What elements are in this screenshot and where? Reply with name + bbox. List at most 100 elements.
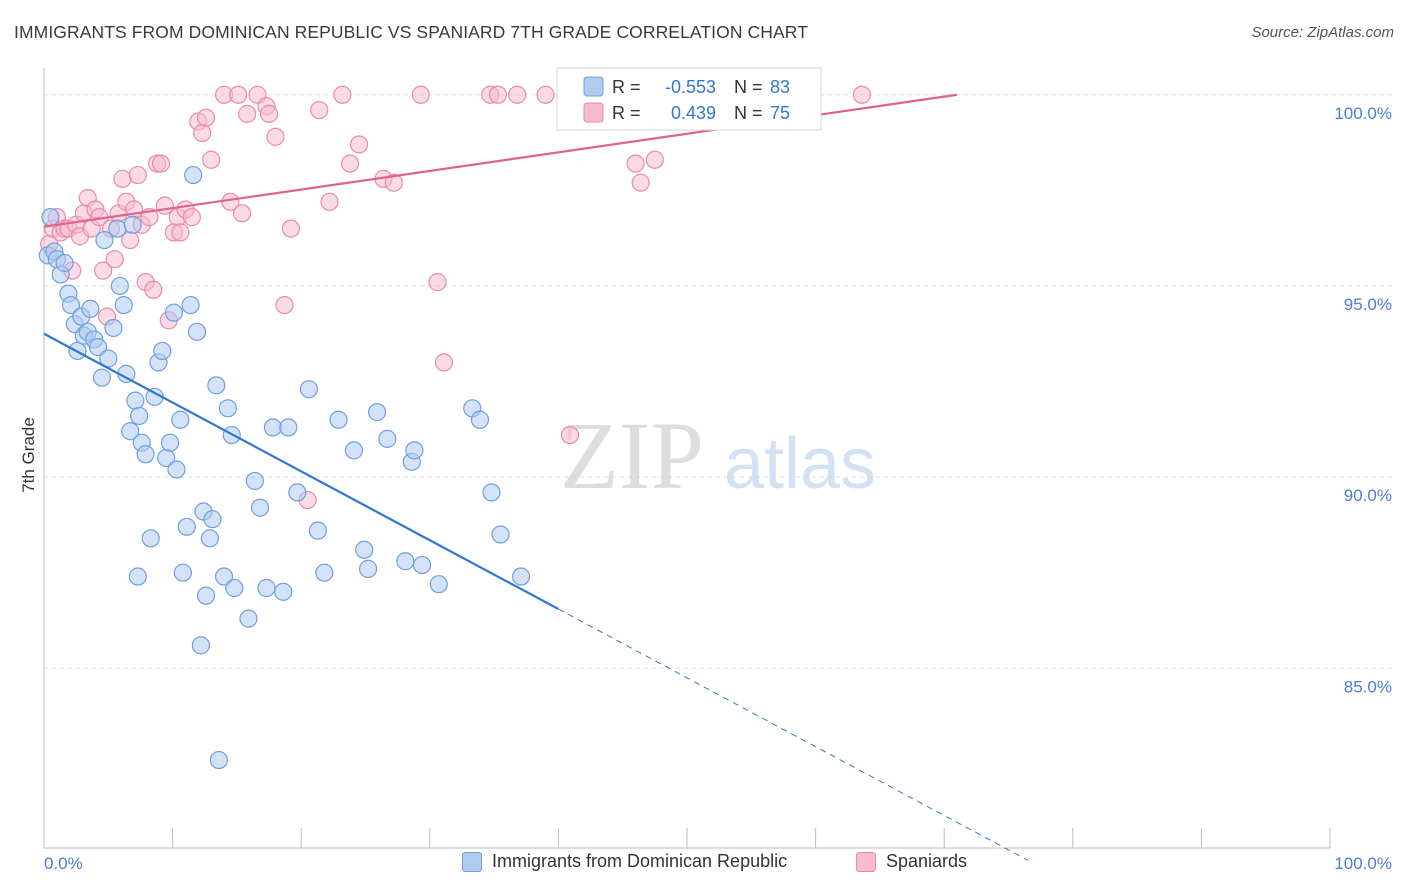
legend-n-label-pink: N =: [734, 103, 763, 123]
data-point-dominican: [315, 563, 334, 582]
legend-n-value-pink: 75: [770, 103, 790, 123]
tick-labels: 85.0% 90.0% 95.0% 100.0% 0.0% 100.0%: [44, 104, 1392, 873]
data-point-spaniards: [193, 123, 212, 143]
data-point-spaniards: [434, 353, 454, 372]
data-point-dominican: [177, 517, 196, 536]
data-point-spaniards: [105, 250, 124, 269]
trend-line-dominican-extension: [558, 608, 1029, 861]
data-point-dominican: [81, 299, 100, 318]
y-tick-label: 100.0%: [1334, 104, 1392, 123]
data-point-dominican: [126, 391, 145, 410]
data-point-dominican: [429, 575, 448, 594]
data-point-dominican: [200, 529, 219, 548]
data-point-dominican: [378, 429, 397, 448]
chart-title: IMMIGRANTS FROM DOMINICAN REPUBLIC VS SP…: [14, 22, 809, 42]
data-point-spaniards: [411, 85, 430, 104]
data-point-spaniards: [266, 127, 285, 146]
data-point-spaniards: [508, 85, 527, 104]
legend-r-label-pink: R =: [612, 103, 641, 123]
data-point-spaniards: [144, 280, 163, 299]
data-point-spaniards: [340, 154, 360, 173]
y-tick-label: 90.0%: [1344, 486, 1392, 505]
data-point-dominican: [214, 567, 234, 586]
data-point-dominican: [61, 295, 81, 315]
watermark: ZIP atlas: [560, 402, 876, 509]
data-point-dominican: [299, 380, 319, 399]
data-point-spaniards: [349, 135, 369, 154]
data-point-spaniards: [151, 154, 171, 173]
y-tick-label: 95.0%: [1344, 295, 1392, 314]
legend-n-label-blue: N =: [734, 77, 763, 97]
data-point-spaniards: [645, 150, 664, 169]
data-point-dominican: [358, 559, 378, 578]
data-point-dominican: [141, 529, 160, 548]
data-point-dominican: [512, 567, 531, 586]
legend-swatch-pink: [583, 102, 604, 123]
data-point-dominican: [160, 433, 180, 452]
data-point-dominican: [187, 322, 207, 341]
series-spaniards: [40, 85, 871, 510]
data-point-dominican: [114, 295, 133, 315]
legend-swatch-blue: [583, 76, 604, 97]
data-point-dominican: [250, 498, 270, 517]
bottom-legend: Immigrants from Dominican Republic Spani…: [0, 851, 1406, 877]
grid-lines: [44, 94, 1392, 669]
data-point-spaniards: [333, 85, 352, 104]
data-point-dominican: [104, 318, 123, 338]
data-point-spaniards: [320, 192, 339, 211]
data-point-dominican: [130, 406, 149, 426]
data-point-dominican: [344, 441, 364, 460]
data-point-dominican: [203, 510, 222, 529]
data-point-spaniards: [202, 150, 221, 169]
legend-item-dominican: Immigrants from Dominican Republic: [462, 851, 787, 872]
trend-line-dominican: [43, 332, 559, 610]
legend-r-label-blue: R =: [612, 77, 641, 97]
data-point-dominican: [218, 399, 237, 418]
data-point-spaniards: [182, 208, 201, 227]
data-point-dominican: [191, 636, 210, 655]
data-point-dominican: [108, 219, 127, 238]
data-point-dominican: [128, 567, 147, 586]
data-point-dominican: [263, 418, 283, 437]
data-point-dominican: [396, 552, 415, 571]
legend-label-dominican: Immigrants from Dominican Republic: [492, 851, 788, 871]
data-point-spaniards: [428, 273, 447, 292]
data-point-dominican: [412, 555, 432, 575]
data-point-dominican: [482, 483, 501, 502]
data-point-spaniards: [626, 154, 645, 173]
watermark-atlas: atlas: [724, 424, 876, 504]
data-point-dominican: [239, 609, 258, 628]
y-tick-label: 85.0%: [1344, 677, 1392, 696]
legend-swatch-spaniards: [856, 851, 876, 872]
data-point-dominican: [92, 368, 111, 387]
data-point-spaniards: [113, 169, 132, 188]
data-point-dominican: [405, 441, 424, 460]
y-axis-label: 7th Grade: [19, 417, 38, 493]
data-point-dominican: [491, 525, 510, 544]
data-point-spaniards: [852, 85, 871, 104]
legend-label-spaniards: Spaniards: [886, 851, 968, 871]
data-point-spaniards: [94, 261, 113, 280]
data-point-dominican: [55, 253, 74, 273]
data-point-spaniards: [229, 85, 248, 104]
legend-swatch-dominican: [462, 851, 482, 872]
axes: [43, 68, 1331, 849]
data-point-spaniards: [281, 219, 301, 238]
data-point-spaniards: [560, 425, 580, 445]
legend-item-spaniards: Spaniards: [856, 851, 967, 872]
data-point-spaniards: [488, 85, 508, 104]
data-point-spaniards: [232, 204, 252, 223]
legend-r-value-blue: -0.553: [665, 77, 716, 97]
data-point-dominican: [367, 403, 387, 422]
data-point-spaniards: [384, 173, 403, 192]
data-point-dominican: [355, 540, 374, 559]
series-dominican: [38, 165, 531, 770]
x-tick-label: 0.0%: [44, 854, 83, 873]
data-point-dominican: [225, 578, 244, 598]
data-point-spaniards: [259, 104, 279, 123]
stats-legend: R = -0.553 N = 83 R = 0.439 N = 75: [556, 67, 822, 131]
data-point-spaniards: [536, 85, 555, 104]
data-point-spaniards: [631, 173, 650, 192]
data-point-spaniards: [171, 223, 190, 242]
